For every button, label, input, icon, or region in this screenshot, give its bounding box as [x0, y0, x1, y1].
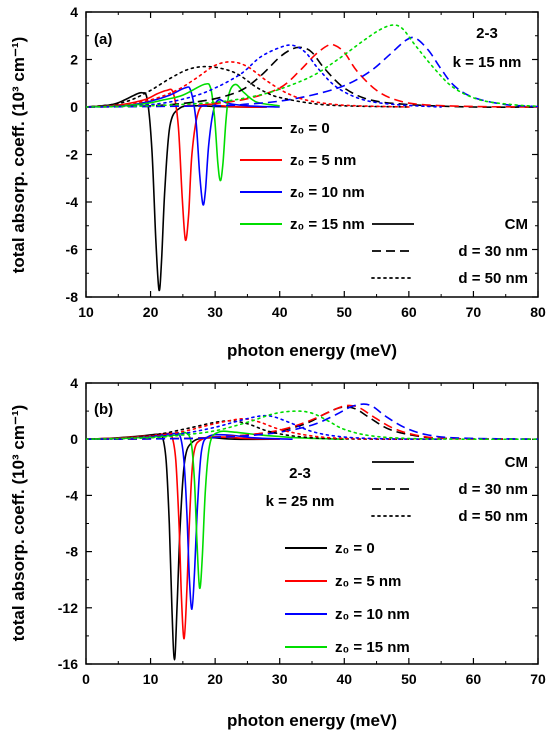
x-tick-label: 30: [272, 671, 288, 687]
panel-b-label: (b): [94, 401, 113, 418]
x-tick-label: 30: [207, 304, 223, 320]
legend-color-label: z₀ = 5 nm: [290, 152, 356, 169]
x-tick-label: 0: [82, 671, 90, 687]
series-line-3: [86, 86, 280, 206]
panel-a-y-tick-labels: -8 -6 -4 -2 0 2 4: [66, 4, 79, 305]
y-tick-label: -16: [58, 656, 78, 672]
legend-color-label: z₀ = 15 nm: [335, 639, 410, 656]
x-tick-label: 50: [401, 671, 417, 687]
panel-a-x-axis-label: photon energy (meV): [227, 341, 397, 360]
series-line-11: [86, 410, 538, 441]
panel-b-series: [86, 403, 538, 661]
legend-color-label: z₀ = 15 nm: [290, 216, 365, 233]
x-tick-label: 70: [466, 304, 482, 320]
legend-style-label: d = 50 nm: [458, 270, 528, 287]
y-tick-label: -2: [66, 147, 79, 163]
panel-a-style-legend: CM d = 30 nm d = 50 nm: [371, 216, 528, 287]
x-tick-label: 60: [401, 304, 417, 320]
y-tick-label: -4: [66, 487, 79, 503]
x-tick-label: 10: [143, 671, 159, 687]
series-line-8: [86, 65, 410, 108]
legend-style-label: d = 30 nm: [458, 243, 528, 260]
series-line-6: [86, 43, 538, 108]
x-tick-label: 60: [466, 671, 482, 687]
panel-b: 0 10 20 30 40 50 60 70 -16 -12 -8 -4 0 4 (b) 2-3 k =…: [9, 375, 546, 730]
x-tick-label: 50: [336, 304, 352, 320]
series-line-4: [86, 82, 280, 182]
panel-a-label: (a): [94, 31, 112, 48]
y-tick-label: 4: [70, 375, 78, 391]
panel-a-color-legend: z₀ = 0 z₀ = 5 nm z₀ = 10 nm z₀ = 15 nm: [240, 120, 365, 233]
panel-a-k-label: k = 15 nm: [453, 54, 522, 71]
panel-b-k-label: k = 25 nm: [266, 493, 335, 510]
legend-color-label: z₀ = 0: [335, 540, 375, 557]
y-tick-label: -8: [66, 544, 79, 560]
series-line-10: [86, 414, 442, 440]
x-tick-label: 40: [336, 671, 352, 687]
series-line-8: [86, 420, 410, 440]
panel-b-x-tick-labels: 0 10 20 30 40 50 60 70: [82, 671, 546, 687]
x-tick-label: 20: [143, 304, 159, 320]
legend-color-label: z₀ = 10 nm: [335, 606, 410, 623]
panel-b-transition-label: 2-3: [289, 465, 311, 482]
legend-color-label: z₀ = 5 nm: [335, 573, 401, 590]
panel-a-y-axis-label: total absorp. coeff. (10³ cm⁻¹): [9, 37, 28, 274]
series-line-9: [86, 61, 410, 108]
x-tick-label: 70: [530, 671, 546, 687]
legend-color-label: z₀ = 0: [290, 120, 330, 137]
x-tick-label: 40: [272, 304, 288, 320]
legend-style-label: CM: [505, 454, 528, 471]
x-tick-label: 20: [207, 671, 223, 687]
panel-b-color-legend: z₀ = 0 z₀ = 5 nm z₀ = 10 nm z₀ = 15 nm: [285, 540, 410, 656]
series-line-11: [86, 24, 538, 108]
y-tick-label: -8: [66, 289, 79, 305]
panel-a-ticks: [85, 11, 539, 298]
legend-style-label: d = 30 nm: [458, 481, 528, 498]
panel-b-y-axis-label: total absorp. coeff. (10³ cm⁻¹): [9, 405, 28, 642]
panel-b-x-axis-label: photon energy (meV): [227, 711, 397, 730]
y-tick-label: -6: [66, 242, 79, 258]
legend-style-label: CM: [505, 216, 528, 233]
panel-a-transition-label: 2-3: [476, 25, 498, 42]
series-line-10: [86, 44, 442, 108]
panel-b-style-legend: CM d = 30 nm d = 50 nm: [371, 454, 528, 525]
series-line-7: [86, 403, 538, 440]
y-tick-label: -4: [66, 194, 79, 210]
series-line-2: [86, 88, 267, 242]
panel-a-x-tick-labels: 10 20 30 40 50 60 70 80: [78, 304, 546, 320]
panel-a: 10 20 30 40 50 60 70 80 -8 -6 -4 -2 0 2 4 (a) 2-3 k =…: [9, 4, 546, 360]
x-tick-label: 80: [530, 304, 546, 320]
x-tick-label: 10: [78, 304, 94, 320]
legend-style-label: d = 50 nm: [458, 508, 528, 525]
series-line-1: [86, 91, 267, 292]
y-tick-label: 0: [70, 431, 78, 447]
y-tick-label: 4: [70, 4, 78, 20]
y-tick-label: 2: [70, 52, 78, 68]
legend-color-label: z₀ = 10 nm: [290, 184, 365, 201]
panel-a-series: [86, 24, 538, 292]
y-tick-label: 0: [70, 99, 78, 115]
y-tick-label: -12: [58, 600, 78, 616]
panel-b-y-tick-labels: -16 -12 -8 -4 0 4: [58, 375, 78, 672]
series-line-2: [86, 432, 280, 640]
